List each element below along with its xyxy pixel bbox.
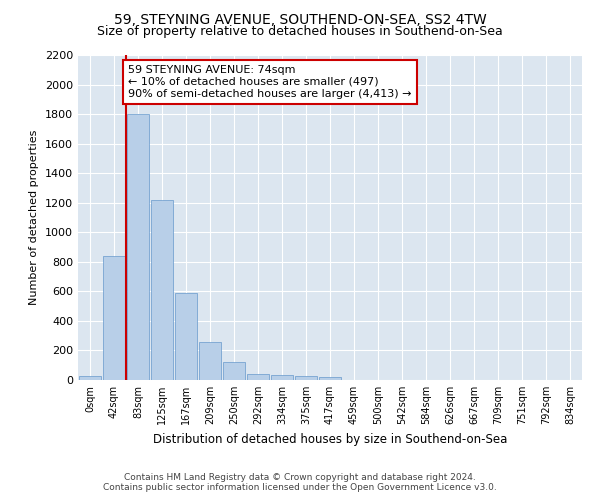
Bar — [295, 376, 317, 380]
Bar — [127, 114, 149, 380]
Text: Contains HM Land Registry data © Crown copyright and database right 2024.
Contai: Contains HM Land Registry data © Crown c… — [103, 473, 497, 492]
Y-axis label: Number of detached properties: Number of detached properties — [29, 130, 40, 305]
Text: 59, STEYNING AVENUE, SOUTHEND-ON-SEA, SS2 4TW: 59, STEYNING AVENUE, SOUTHEND-ON-SEA, SS… — [113, 12, 487, 26]
Bar — [103, 256, 125, 380]
Bar — [319, 377, 341, 380]
Bar — [247, 374, 269, 380]
Text: Size of property relative to detached houses in Southend-on-Sea: Size of property relative to detached ho… — [97, 25, 503, 38]
Bar — [79, 376, 101, 380]
Bar — [271, 375, 293, 380]
Bar — [199, 342, 221, 380]
X-axis label: Distribution of detached houses by size in Southend-on-Sea: Distribution of detached houses by size … — [153, 432, 507, 446]
Bar — [151, 200, 173, 380]
Bar — [175, 293, 197, 380]
Text: 59 STEYNING AVENUE: 74sqm
← 10% of detached houses are smaller (497)
90% of semi: 59 STEYNING AVENUE: 74sqm ← 10% of detac… — [128, 66, 412, 98]
Bar — [223, 362, 245, 380]
